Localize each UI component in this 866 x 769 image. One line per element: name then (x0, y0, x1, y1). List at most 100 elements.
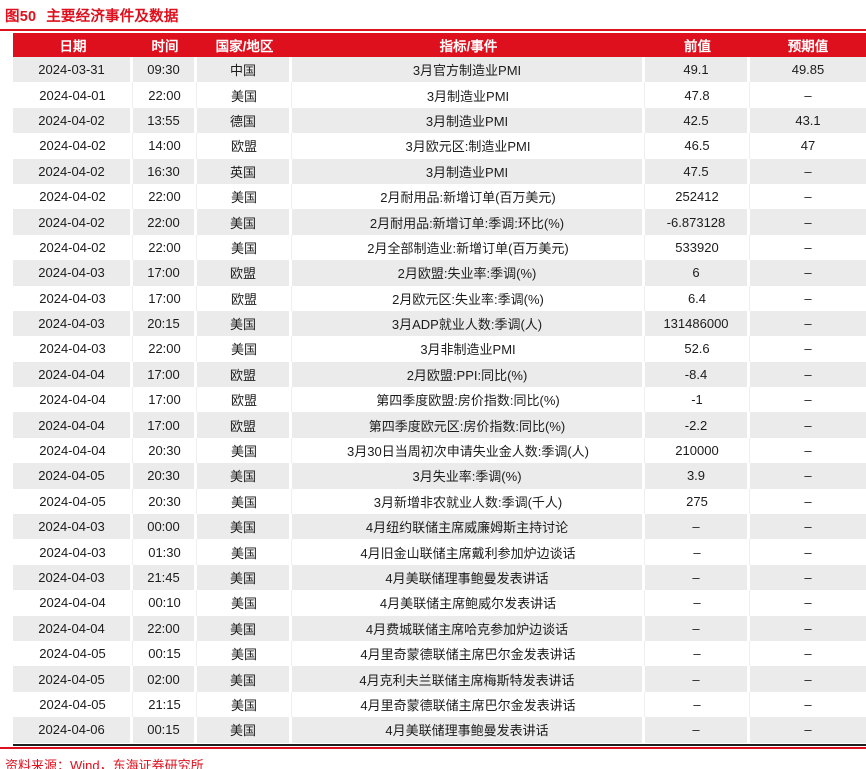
cell-prev-value: – (645, 640, 750, 667)
cell-region: 美国 (197, 437, 292, 464)
cell-time: 22:00 (133, 615, 197, 641)
table-row: 2024-04-04 22:00 美国 4月费城联储主席哈克参加炉边谈话 – – (13, 615, 866, 641)
cell-time: 22:00 (133, 234, 197, 261)
title-underline-rule (0, 29, 866, 31)
cell-prev-value: -1 (645, 387, 750, 413)
table-row: 2024-04-03 00:00 美国 4月纽约联储主席威廉姆斯主持讨论 – – (13, 514, 866, 540)
cell-expected-value: – (750, 361, 866, 388)
cell-expected-value: 43.1 (750, 107, 866, 134)
cell-indicator: 3月失业率:季调(%) (292, 463, 645, 489)
table-row: 2024-04-02 22:00 美国 2月耐用品:新增订单(百万美元) 252412– (13, 183, 866, 210)
cell-region: 英国 (197, 158, 292, 184)
cell-indicator: 3月30日当周初次申请失业金人数:季调(人) (292, 437, 645, 464)
cell-date: 2024-03-31 (13, 57, 133, 83)
cell-region: 美国 (197, 183, 292, 210)
cell-time: 20:15 (133, 310, 197, 337)
cell-indicator: 3月欧元区:制造业PMI (292, 133, 645, 159)
cell-region: 美国 (197, 691, 292, 718)
cell-date: 2024-04-04 (13, 361, 133, 388)
cell-date: 2024-04-06 (13, 717, 133, 743)
cell-indicator: 4月旧金山联储主席戴利参加炉边谈话 (292, 539, 645, 565)
cell-date: 2024-04-01 (13, 82, 133, 108)
cell-region: 美国 (197, 590, 292, 616)
cell-prev-value: 252412 (645, 183, 750, 210)
table-row: 2024-04-04 17:00 欧盟 第四季度欧盟:房价指数:同比(%) -1– (13, 387, 866, 413)
table-row: 2024-04-04 17:00 欧盟 第四季度欧元区:房价指数:同比(%) -2.2– (13, 412, 866, 438)
cell-prev-value: 47.5 (645, 158, 750, 184)
cell-date: 2024-04-02 (13, 183, 133, 210)
cell-region: 美国 (197, 514, 292, 540)
cell-time: 22:00 (133, 82, 197, 108)
cell-prev-value: 3.9 (645, 463, 750, 489)
cell-indicator: 2月耐用品:新增订单(百万美元) (292, 183, 645, 210)
cell-region: 中国 (197, 57, 292, 83)
cell-time: 22:00 (133, 209, 197, 235)
cell-time: 00:10 (133, 590, 197, 616)
cell-prev-value: 275 (645, 488, 750, 515)
cell-prev-value: -6.873128 (645, 209, 750, 235)
cell-expected-value: – (750, 183, 866, 210)
cell-indicator: 第四季度欧盟:房价指数:同比(%) (292, 387, 645, 413)
cell-date: 2024-04-04 (13, 387, 133, 413)
table-row: 2024-04-03 17:00 欧盟 2月欧元区:失业率:季调(%) 6.4– (13, 285, 866, 311)
table-row: 2024-04-05 00:15 美国 4月里奇蒙德联储主席巴尔金发表讲话 – – (13, 640, 866, 667)
cell-indicator: 2月欧盟:失业率:季调(%) (292, 260, 645, 286)
cell-prev-value: – (645, 691, 750, 718)
col-header-time: 时间 (133, 33, 197, 57)
cell-expected-value: – (750, 336, 866, 362)
cell-time: 20:30 (133, 488, 197, 515)
cell-time: 01:30 (133, 539, 197, 565)
cell-region: 欧盟 (197, 260, 292, 286)
cell-date: 2024-04-05 (13, 463, 133, 489)
cell-date: 2024-04-03 (13, 285, 133, 311)
source-note: 资料来源：Wind，东海证券研究所 (5, 757, 204, 769)
cell-date: 2024-04-05 (13, 666, 133, 692)
bottom-red-rule (0, 746, 866, 749)
cell-prev-value: – (645, 514, 750, 540)
cell-prev-value: – (645, 590, 750, 616)
cell-expected-value: – (750, 234, 866, 261)
cell-time: 02:00 (133, 666, 197, 692)
cell-expected-value: – (750, 158, 866, 184)
cell-time: 20:30 (133, 463, 197, 489)
table-row: 2024-04-06 00:15 美国 4月美联储理事鲍曼发表讲话 – – (13, 717, 866, 743)
cell-indicator: 4月美联储理事鲍曼发表讲话 (292, 564, 645, 591)
cell-prev-value: 47.8 (645, 82, 750, 108)
cell-expected-value: – (750, 666, 866, 692)
cell-expected-value: – (750, 412, 866, 438)
table-row: 2024-04-01 22:00 美国 3月制造业PMI 47.8– (13, 82, 866, 108)
cell-indicator: 3月官方制造业PMI (292, 57, 645, 83)
figure-title: 图50 主要经济事件及数据 (0, 0, 866, 29)
cell-indicator: 3月制造业PMI (292, 158, 645, 184)
cell-date: 2024-04-02 (13, 209, 133, 235)
table-row: 2024-04-04 20:30 美国 3月30日当周初次申请失业金人数:季调(人) 2… (13, 437, 866, 464)
cell-indicator: 第四季度欧元区:房价指数:同比(%) (292, 412, 645, 438)
cell-time: 17:00 (133, 260, 197, 286)
cell-prev-value: 46.5 (645, 133, 750, 159)
cell-expected-value: – (750, 514, 866, 540)
cell-region: 美国 (197, 564, 292, 591)
cell-date: 2024-04-04 (13, 590, 133, 616)
cell-prev-value: 49.1 (645, 57, 750, 83)
cell-time: 13:55 (133, 107, 197, 134)
cell-indicator: 2月欧盟:PPI:同比(%) (292, 361, 645, 388)
cell-time: 00:15 (133, 640, 197, 667)
cell-date: 2024-04-04 (13, 437, 133, 464)
cell-expected-value: – (750, 717, 866, 743)
cell-date: 2024-04-05 (13, 640, 133, 667)
cell-date: 2024-04-02 (13, 107, 133, 134)
cell-prev-value: – (645, 615, 750, 641)
cell-expected-value: – (750, 488, 866, 515)
table-row: 2024-04-03 22:00 美国 3月非制造业PMI 52.6– (13, 336, 866, 362)
cell-date: 2024-04-03 (13, 514, 133, 540)
cell-date: 2024-04-05 (13, 488, 133, 515)
cell-prev-value: – (645, 666, 750, 692)
table-row: 2024-03-31 09:30 中国 3月官方制造业PMI 49.1 49.85 (13, 57, 866, 83)
economic-events-table: 日期 时间 国家/地区 指标/事件 前值 预期值 2024-03-31 09:30… (13, 33, 866, 743)
cell-region: 欧盟 (197, 285, 292, 311)
cell-region: 德国 (197, 107, 292, 134)
table-row: 2024-04-02 22:00 美国 2月耐用品:新增订单:季调:环比(%) -6.8… (13, 209, 866, 235)
cell-expected-value: – (750, 615, 866, 641)
cell-date: 2024-04-03 (13, 564, 133, 591)
cell-date: 2024-04-04 (13, 412, 133, 438)
